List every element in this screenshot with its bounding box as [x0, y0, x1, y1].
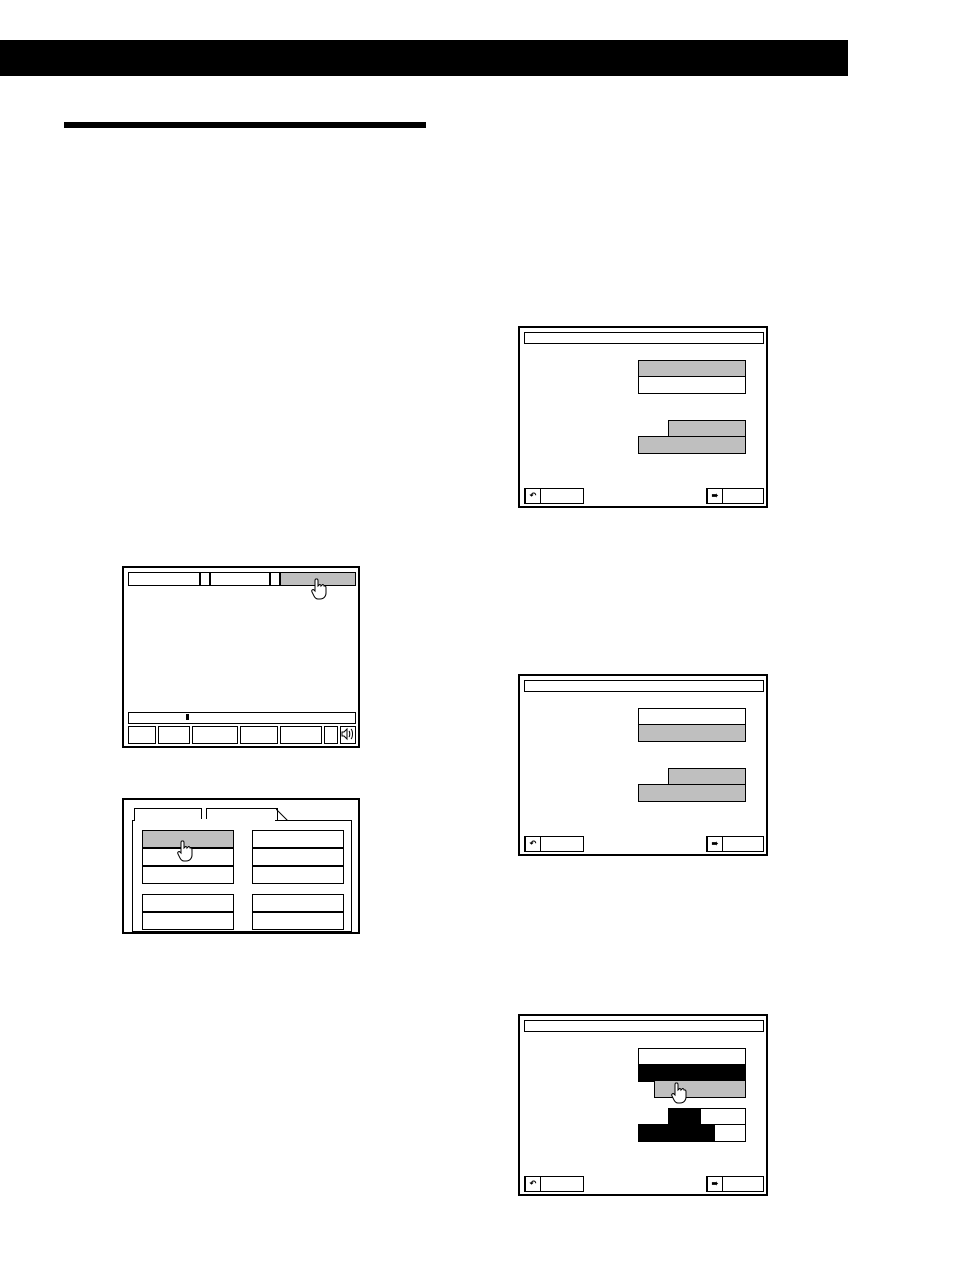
opt-r3[interactable]: [252, 866, 344, 884]
row-1c[interactable]: [654, 1080, 746, 1098]
opt-r2[interactable]: [252, 848, 344, 866]
screen-right-top: ↶ ➠: [518, 326, 768, 508]
bot-btn-1[interactable]: [128, 726, 156, 744]
undo-icon: ↶: [525, 1176, 541, 1192]
row-2b-right[interactable]: [714, 1124, 746, 1142]
row-1b[interactable]: [638, 724, 746, 742]
bot-btn-6[interactable]: [324, 726, 338, 744]
status-bar: [128, 712, 356, 724]
opt-l4[interactable]: [142, 894, 234, 912]
exit-icon: ➠: [707, 836, 723, 852]
opt-l5[interactable]: [142, 912, 234, 930]
undo-icon: ↶: [525, 488, 541, 504]
titlebar: [524, 1020, 764, 1032]
tab-notch: [276, 808, 288, 820]
screen-left-bot: [122, 798, 360, 934]
exit-icon: ➠: [707, 1176, 723, 1192]
tab-2[interactable]: [210, 572, 270, 586]
screen-right-mid: ↶ ➠: [518, 674, 768, 856]
page-black-banner: [0, 40, 848, 76]
tab-gap-1: [200, 572, 210, 586]
tab-gap-2: [270, 572, 280, 586]
row-1b[interactable]: [638, 376, 746, 394]
screen-right-bot: ↶ ➠: [518, 1014, 768, 1196]
bot-btn-2[interactable]: [158, 726, 190, 744]
titlebar: [524, 680, 764, 692]
opt-l1[interactable]: [142, 830, 234, 848]
opt-r5[interactable]: [252, 912, 344, 930]
opt-l3[interactable]: [142, 866, 234, 884]
exit-icon: ➠: [707, 488, 723, 504]
bot-btn-4[interactable]: [240, 726, 278, 744]
opt-l2[interactable]: [142, 848, 234, 866]
status-separator: [186, 714, 189, 720]
row-2b[interactable]: [638, 436, 746, 454]
speaker-icon: [340, 726, 354, 742]
tab-mask: [135, 819, 275, 821]
bot-btn-3[interactable]: [192, 726, 238, 744]
undo-icon: ↶: [525, 836, 541, 852]
opt-r4[interactable]: [252, 894, 344, 912]
tab-3-active[interactable]: [280, 572, 356, 586]
titlebar: [524, 332, 764, 344]
bot-btn-5[interactable]: [280, 726, 322, 744]
opt-r1[interactable]: [252, 830, 344, 848]
row-2b[interactable]: [638, 784, 746, 802]
row-2b-left[interactable]: [638, 1124, 716, 1142]
section-underline: [64, 122, 426, 128]
tab-1[interactable]: [128, 572, 200, 586]
screen-left-top: [122, 566, 360, 748]
